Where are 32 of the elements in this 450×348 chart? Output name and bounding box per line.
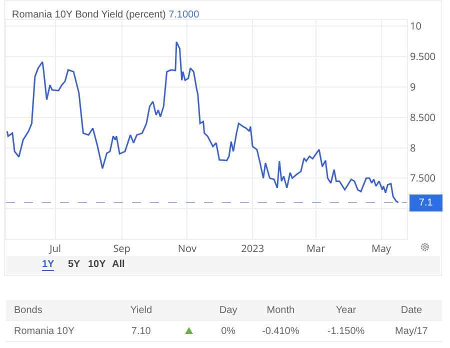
x-tick-label: 2023 <box>241 241 264 255</box>
chart-title: Romania 10Y Bond Yield (percent) <box>12 10 166 20</box>
x-tick-label: Jul <box>48 241 61 255</box>
y-tick-label: 8.500 <box>410 110 436 124</box>
y-tick-label: 8 <box>410 140 416 154</box>
text: Romania 10Y <box>6 320 111 342</box>
text: All <box>112 259 125 270</box>
text: -1.150% <box>311 320 381 342</box>
x-tick-label: Nov <box>178 241 196 255</box>
y-tick-label: 9 <box>410 79 416 94</box>
text: -0.410% <box>250 320 312 342</box>
text: Bonds <box>6 300 111 320</box>
text: 7.10 <box>110 320 172 342</box>
ref-line-label: 7.1 <box>418 198 434 208</box>
y-tick-label: 7.500 <box>410 170 436 185</box>
text: 10Y <box>88 259 106 270</box>
line-series <box>6 41 400 204</box>
chart-subtitle: 7.1000 <box>168 10 200 20</box>
text: Year <box>311 300 381 320</box>
y-tick-label: 10 <box>410 18 422 33</box>
x-tick-label: Mar <box>306 241 326 255</box>
text: 1Y <box>42 259 54 271</box>
x-tick-label: Sep <box>113 241 130 255</box>
text: 0% <box>206 320 250 342</box>
text: May/17 <box>380 320 442 342</box>
text: Day <box>206 300 250 320</box>
text: Month <box>250 300 312 320</box>
text: 5Y <box>68 259 80 270</box>
text: Yield <box>110 300 172 320</box>
x-tick-label: May <box>371 241 392 255</box>
text: Date <box>380 300 442 320</box>
y-tick-label: 9.500 <box>410 49 436 63</box>
